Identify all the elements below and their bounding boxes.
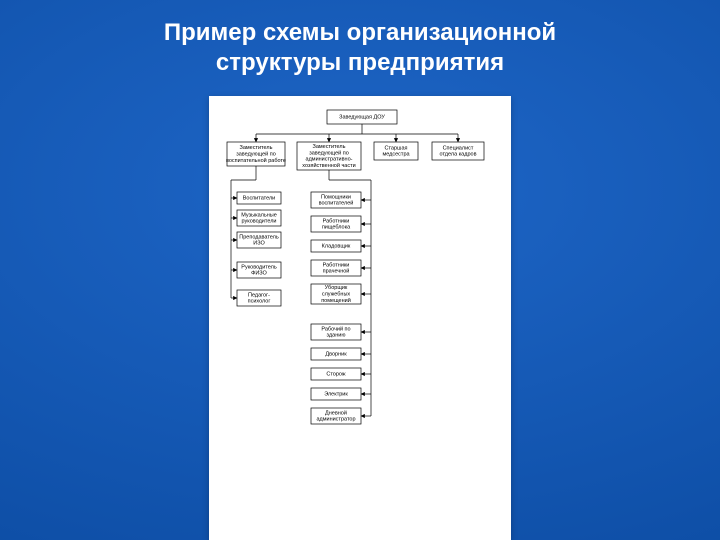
svg-text:Специалист: Специалист	[443, 145, 474, 151]
svg-text:Сторож: Сторож	[326, 371, 346, 377]
title-line-2: структуры предприятия	[216, 49, 504, 76]
svg-text:Воспитатели: Воспитатели	[243, 195, 276, 201]
slide: Пример схемы организационной структуры п…	[0, 0, 720, 540]
svg-text:Старшая: Старшая	[385, 145, 408, 151]
svg-text:Электрик: Электрик	[324, 391, 348, 397]
svg-text:Уборщик: Уборщик	[325, 285, 348, 291]
svg-text:ИЗО: ИЗО	[253, 241, 265, 247]
svg-text:Музыкальные: Музыкальные	[241, 212, 277, 218]
svg-text:медсестра: медсестра	[382, 152, 410, 158]
svg-text:зданию: зданию	[327, 333, 346, 339]
svg-text:заведующей по: заведующей по	[236, 150, 276, 157]
slide-title: Пример схемы организационной структуры п…	[0, 18, 720, 78]
svg-text:Работники: Работники	[323, 218, 350, 224]
svg-text:Дворник: Дворник	[325, 351, 347, 357]
svg-text:ФИЗО: ФИЗО	[251, 271, 267, 277]
svg-text:руководители: руководители	[242, 219, 277, 225]
svg-text:администратор: администратор	[316, 417, 355, 423]
svg-text:Педагог-: Педагог-	[248, 292, 270, 298]
svg-text:хозяйственной части: хозяйственной части	[302, 162, 355, 169]
svg-text:Кладовщик: Кладовщик	[322, 243, 351, 249]
svg-text:прачечной: прачечной	[323, 268, 350, 275]
svg-text:пищеблока: пищеблока	[322, 225, 351, 231]
svg-text:Заместитель: Заместитель	[313, 144, 346, 150]
svg-text:Дневной: Дневной	[325, 409, 347, 416]
org-paper: Заведующая ДОУЗаместительзаведующей пово…	[209, 96, 511, 540]
title-line-1: Пример схемы организационной	[164, 19, 556, 46]
svg-text:психолог: психолог	[248, 299, 271, 305]
org-chart: Заведующая ДОУЗаместительзаведующей пово…	[209, 96, 511, 540]
svg-text:Преподаватель: Преподаватель	[239, 234, 279, 240]
svg-text:Руководитель: Руководитель	[241, 264, 277, 270]
svg-text:Рабочий по: Рабочий по	[321, 325, 350, 332]
svg-text:воспитателей: воспитателей	[319, 200, 354, 207]
svg-text:Помощники: Помощники	[321, 194, 351, 200]
svg-text:воспитательной работе: воспитательной работе	[226, 157, 286, 164]
svg-text:помещений: помещений	[321, 297, 351, 304]
svg-text:служебных: служебных	[322, 291, 351, 297]
svg-text:заведующей по: заведующей по	[309, 149, 349, 156]
svg-text:административно-: административно-	[306, 157, 353, 163]
svg-text:Заместитель: Заместитель	[240, 145, 273, 151]
svg-text:Работники: Работники	[323, 262, 350, 268]
svg-text:отдела кадров: отдела кадров	[440, 152, 477, 158]
svg-text:Заведующая ДОУ: Заведующая ДОУ	[339, 114, 385, 120]
